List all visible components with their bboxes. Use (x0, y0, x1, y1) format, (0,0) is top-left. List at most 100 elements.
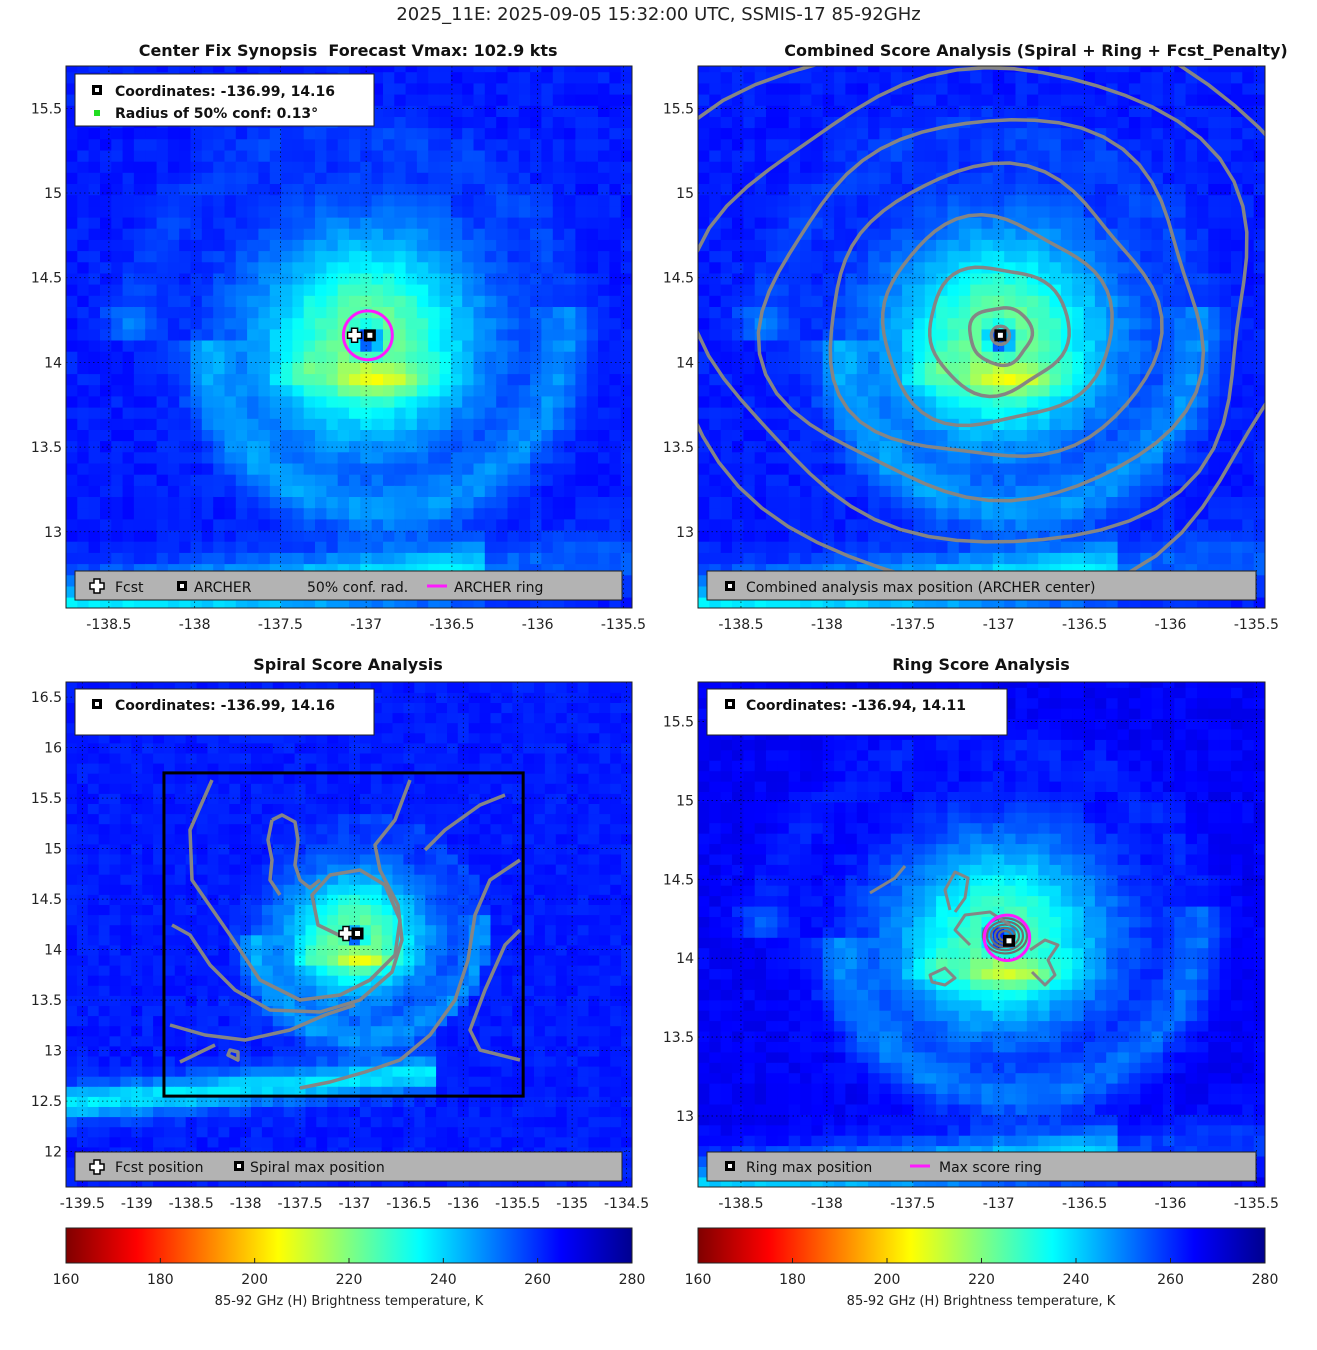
heatmap-cell (292, 406, 305, 419)
heatmap-cell (371, 418, 384, 430)
heatmap-cell (1060, 272, 1073, 285)
heatmap-cell (201, 306, 214, 319)
heatmap-cell (879, 406, 892, 419)
heatmap-cell (473, 328, 486, 341)
heatmap-cell (111, 295, 124, 307)
heatmap-cell (450, 429, 463, 442)
heatmap-cell (88, 507, 101, 520)
heatmap-cell (1026, 82, 1039, 95)
heatmap-cell (405, 149, 418, 162)
heatmap-cell (394, 71, 407, 84)
heatmap-cell (890, 540, 903, 553)
heatmap-cell (1049, 462, 1062, 475)
heatmap-cell (1094, 485, 1107, 497)
heatmap-cell (902, 227, 915, 240)
heatmap-cell (247, 239, 260, 252)
heatmap-cell (450, 205, 463, 218)
heatmap-cell (360, 473, 373, 486)
heatmap-cell (598, 82, 611, 95)
heatmap-cell (1094, 529, 1107, 542)
heatmap-cell (868, 406, 881, 419)
heatmap-cell (811, 328, 824, 341)
heatmap-cell (879, 105, 892, 117)
heatmap-cell (507, 440, 520, 453)
heatmap-cell (1083, 552, 1096, 565)
heatmap-cell (484, 596, 497, 608)
heatmap-cell (1185, 194, 1198, 207)
heatmap-cell (349, 395, 362, 408)
heatmap-cell (360, 418, 373, 430)
heatmap-cell (111, 239, 124, 252)
heatmap-cell (100, 227, 113, 240)
heatmap-cell (1208, 194, 1221, 207)
heatmap-cell (473, 172, 486, 184)
heatmap-cell (484, 540, 497, 553)
heatmap-cell (1185, 239, 1198, 252)
heatmap-cell (484, 350, 497, 363)
heatmap-cell (856, 395, 869, 408)
heatmap-cell (122, 462, 135, 475)
heatmap-cell (394, 127, 407, 140)
heatmap-cell (122, 440, 135, 453)
heatmap-cell (337, 239, 350, 252)
heatmap-cell (496, 451, 509, 464)
heatmap-cell (201, 283, 214, 296)
heatmap-cell (992, 172, 1005, 184)
heatmap-cell (66, 205, 79, 218)
heatmap-cell (518, 418, 531, 430)
heatmap-cell (1197, 295, 1210, 307)
heatmap-cell (620, 272, 632, 285)
heatmap-cell (1049, 540, 1062, 553)
heatmap-cell (541, 261, 554, 274)
heatmap-cell (766, 451, 779, 464)
heatmap-cell (371, 429, 384, 442)
heatmap-cell (496, 138, 509, 151)
heatmap-cell (462, 127, 475, 140)
heatmap-cell (111, 272, 124, 285)
heatmap-cell (337, 127, 350, 140)
heatmap-cell (777, 82, 790, 95)
heatmap-cell (450, 462, 463, 475)
heatmap-cell (720, 261, 733, 274)
heatmap-cell (405, 596, 418, 608)
heatmap-cell (620, 540, 632, 553)
heatmap-cell (620, 66, 632, 73)
heatmap-cell (1231, 485, 1244, 497)
heatmap-cell (1117, 328, 1130, 341)
heatmap-cell (1253, 496, 1265, 509)
heatmap-cell (720, 295, 733, 307)
heatmap-cell (484, 406, 497, 419)
heatmap-cell (1083, 317, 1096, 330)
heatmap-cell (1094, 328, 1107, 341)
heatmap-cell (620, 93, 632, 106)
heatmap-cell (834, 451, 847, 464)
heatmap-cell (179, 518, 192, 531)
heatmap-cell (416, 295, 429, 307)
heatmap-cell (258, 194, 271, 207)
heatmap-cell (868, 160, 881, 173)
heatmap-cell (428, 149, 441, 162)
heatmap-cell (428, 239, 441, 252)
heatmap-cell (326, 205, 339, 218)
heatmap-cell (732, 116, 745, 129)
heatmap-cell (788, 507, 801, 520)
heatmap-cell (156, 518, 169, 531)
heatmap-cell (1117, 105, 1130, 117)
heatmap-cell (1208, 93, 1221, 106)
heatmap-cell (100, 172, 113, 184)
heatmap-cell (145, 529, 158, 542)
heatmap-cell (609, 317, 622, 330)
heatmap-cell (1106, 395, 1119, 408)
heatmap-cell (224, 328, 237, 341)
heatmap-cell (394, 317, 407, 330)
heatmap-cell (201, 339, 214, 352)
heatmap-cell (77, 440, 90, 453)
heatmap-cell (122, 138, 135, 151)
heatmap-cell (609, 205, 622, 218)
heatmap-cell (868, 295, 881, 307)
heatmap-cell (698, 93, 711, 106)
heatmap-cell (1083, 462, 1096, 475)
heatmap-cell (235, 295, 248, 307)
heatmap-cell (564, 172, 577, 184)
heatmap-cell (811, 71, 824, 84)
